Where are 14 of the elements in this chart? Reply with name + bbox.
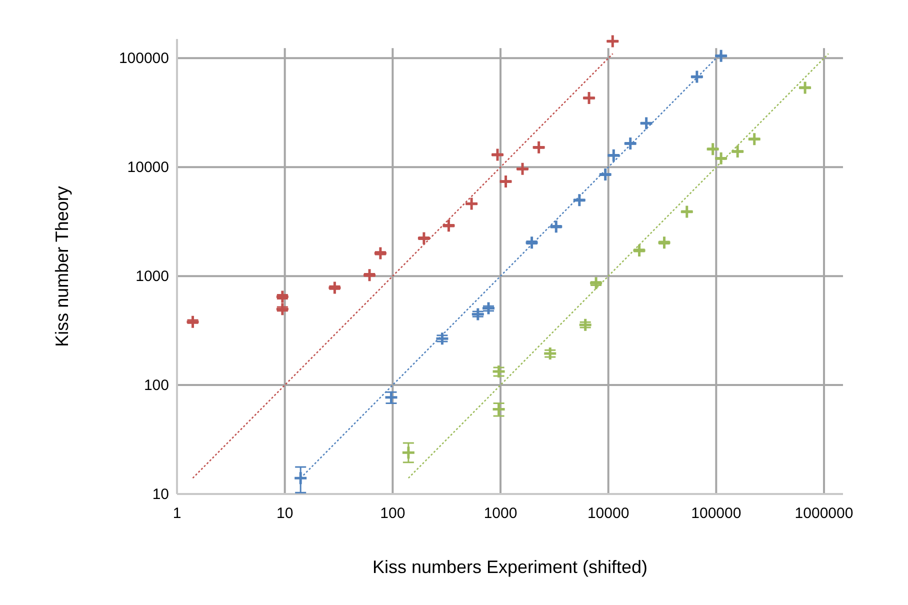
x-tick-label: 1 <box>172 505 182 522</box>
x-tick-label: 100 <box>380 505 406 522</box>
y-tick-label: 10000 <box>127 159 169 176</box>
x-tick-label: 1000 <box>484 505 518 522</box>
x-tick-label: 10 <box>276 505 294 522</box>
x-tick-label: 1000000 <box>794 505 854 522</box>
y-tick-label: 1000 <box>136 268 169 286</box>
y-tick-label: 100000 <box>118 50 169 68</box>
y-tick-label: 100 <box>144 377 169 394</box>
x-axis-title: Kiss numbers Experiment (shifted) <box>372 557 648 577</box>
y-tick-label: 10 <box>152 486 169 503</box>
x-tick-label: 10000 <box>587 505 630 522</box>
y-axis-title: Kiss number Theory <box>52 186 72 347</box>
x-tick-label: 100000 <box>691 505 742 522</box>
